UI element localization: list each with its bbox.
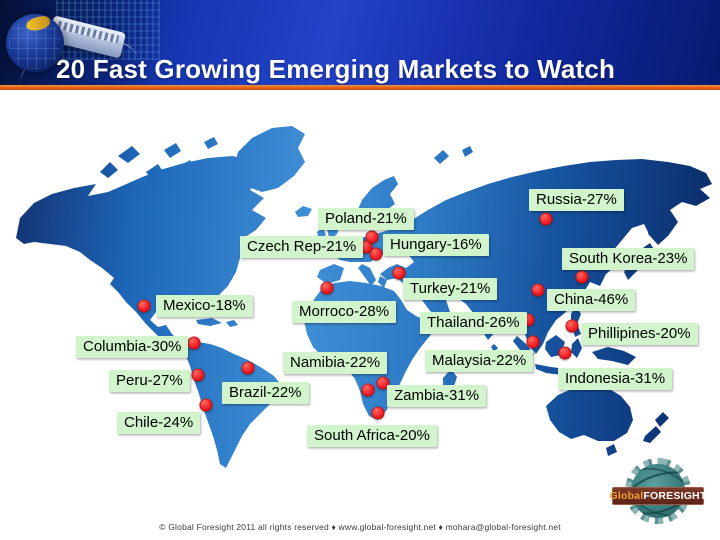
landmass-iberia — [317, 264, 344, 284]
landmass-iceland — [295, 206, 312, 217]
landmass-south-america — [186, 342, 282, 468]
landmass-british-isles — [317, 218, 341, 240]
landmass-new-guinea — [592, 347, 636, 365]
landmass-sri-lanka — [491, 344, 498, 352]
landmass-arctic-islands — [100, 137, 218, 180]
world-map — [16, 126, 712, 468]
landmass-new-zealand — [643, 412, 669, 443]
landmass-philippines — [571, 306, 581, 337]
header-banner: 20 Fast Growing Emerging Markets to Watc… — [0, 0, 720, 85]
tech-collage-graphic — [0, 0, 160, 85]
landmass-australia — [546, 385, 633, 441]
landmass-madagascar — [443, 369, 457, 395]
slide-title: 20 Fast Growing Emerging Markets to Watc… — [56, 54, 616, 84]
landmass-greece — [378, 276, 387, 288]
logo-wordmark-global: Global — [609, 490, 644, 502]
footer-copyright: © Global Foresight 2011 all rights reser… — [159, 522, 561, 532]
landmass-arctic-russia-islands — [434, 146, 473, 164]
landmass-tasmania — [606, 444, 617, 456]
globe-icon — [6, 14, 64, 72]
logo-wordmark: Global FORESIGHT — [609, 487, 707, 505]
landmass-africa — [304, 281, 437, 420]
landmass-italy — [358, 264, 376, 286]
landmass-japan — [624, 243, 655, 280]
landmass-indonesia — [513, 335, 582, 375]
landmass-north-america — [16, 156, 266, 358]
landmass-caribbean — [196, 318, 238, 327]
global-foresight-logo: Global FORESIGHT — [609, 458, 707, 530]
logo-wordmark-foresight: FORESIGHT — [643, 490, 707, 502]
accent-divider — [0, 85, 720, 90]
landmass-sakhalin — [645, 210, 655, 236]
landmasses — [16, 126, 712, 468]
landmass-greenland — [232, 126, 305, 192]
landmass-scandinavia — [356, 176, 398, 222]
